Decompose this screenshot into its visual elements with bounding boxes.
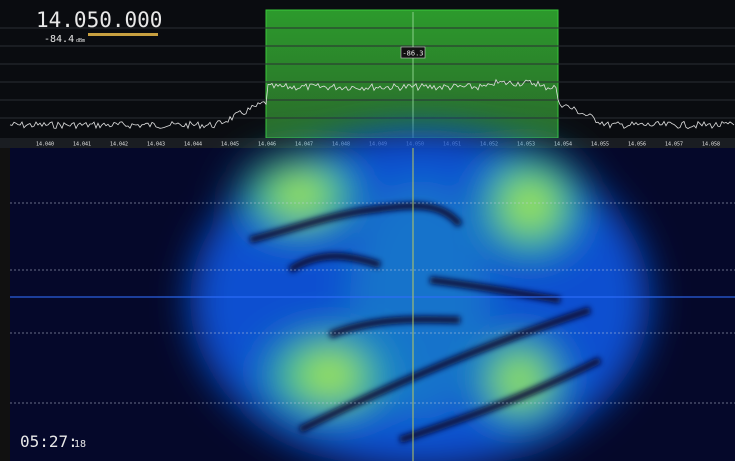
level: -84.4 [44, 34, 74, 45]
sdr-window: -86.3 14.050.000 -84.4 dBm 14.040 14.041 1… [0, 0, 735, 461]
clock: 05:27: [20, 432, 78, 451]
frequency: 14.050.000 [36, 8, 162, 32]
page: {"header":{"frequency":"14.050.000","lev… [0, 0, 735, 461]
waterfall-edge [0, 148, 10, 461]
frequency-label: 14.040 [36, 142, 54, 148]
frequency-label: 14.042 [110, 142, 128, 148]
frequency-label: 14.043 [147, 142, 165, 148]
frequency-label: 14.058 [702, 142, 720, 148]
passband[interactable] [266, 10, 558, 138]
frequency-label: 14.045 [221, 142, 239, 148]
s-meter [88, 33, 158, 36]
clock-seconds: 18 [74, 439, 86, 450]
frequency-label: 14.044 [184, 142, 202, 148]
marker-value: -86.3 [402, 50, 423, 58]
waterfall [190, 130, 650, 461]
level-unit: dBm [76, 38, 85, 44]
frequency-label: 14.055 [591, 142, 609, 148]
frequency-label: 14.056 [628, 142, 646, 148]
frequency-label: 14.041 [73, 142, 91, 148]
frequency-label: 14.057 [665, 142, 683, 148]
